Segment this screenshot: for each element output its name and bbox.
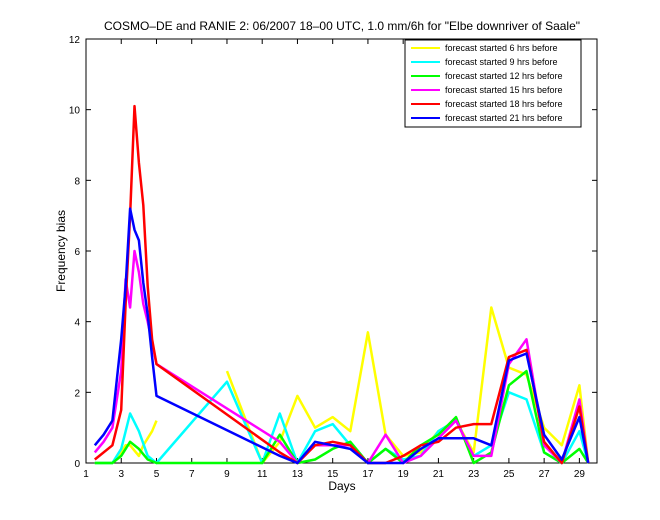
- chart-title: COSMO–DE and RANIE 2: 06/2007 18–00 UTC,…: [104, 19, 580, 33]
- x-tick-label: 17: [362, 469, 374, 480]
- x-tick-label: 13: [292, 469, 304, 480]
- x-tick-label: 19: [398, 469, 410, 480]
- x-tick-label: 3: [118, 469, 124, 480]
- x-tick-label: 21: [433, 469, 445, 480]
- series-line: [94, 104, 590, 465]
- y-axis: 0 2 4 6 8 10 12: [69, 35, 597, 470]
- legend-entry: forecast started 18 hrs before: [445, 99, 563, 109]
- legend-box: [404, 39, 582, 128]
- x-axis-label: Days: [328, 479, 355, 493]
- y-tick-label: 0: [74, 459, 80, 470]
- y-tick-label: 12: [69, 35, 81, 46]
- y-tick-label: 10: [69, 106, 81, 117]
- series-line: [93, 207, 590, 465]
- x-tick-label: 25: [503, 469, 515, 480]
- x-axis: 1 3 5 7 9 11 13 15 17 19 21 23 25 27 29: [83, 39, 585, 480]
- y-tick-label: 2: [74, 388, 80, 399]
- y-tick-label: 4: [74, 318, 80, 329]
- series-layer: [93, 104, 590, 465]
- x-tick-label: 27: [539, 469, 551, 480]
- x-tick-label: 29: [574, 469, 586, 480]
- legend-entry: forecast started 21 hrs before: [445, 113, 563, 123]
- legend-entry: forecast started 12 hrs before: [445, 71, 563, 81]
- x-tick-label: 7: [189, 469, 195, 480]
- legend-entry: forecast started 15 hrs before: [445, 85, 563, 95]
- y-tick-label: 6: [74, 247, 80, 258]
- x-tick-label: 9: [224, 469, 230, 480]
- x-tick-label: 15: [327, 469, 339, 480]
- y-tick-label: 8: [74, 176, 80, 187]
- legend-entry: forecast started 9 hrs before: [445, 57, 558, 67]
- x-tick-label: 1: [83, 469, 89, 480]
- y-axis-label: Frequency bias: [54, 210, 68, 292]
- x-tick-label: 5: [154, 469, 160, 480]
- legend-entry: forecast started 6 hrs before: [445, 43, 558, 53]
- x-tick-label: 11: [257, 469, 268, 480]
- legend: forecast started 6 hrs before forecast st…: [404, 39, 582, 128]
- x-tick-label: 23: [468, 469, 480, 480]
- series-6: [93, 207, 590, 465]
- series-5: [94, 104, 590, 465]
